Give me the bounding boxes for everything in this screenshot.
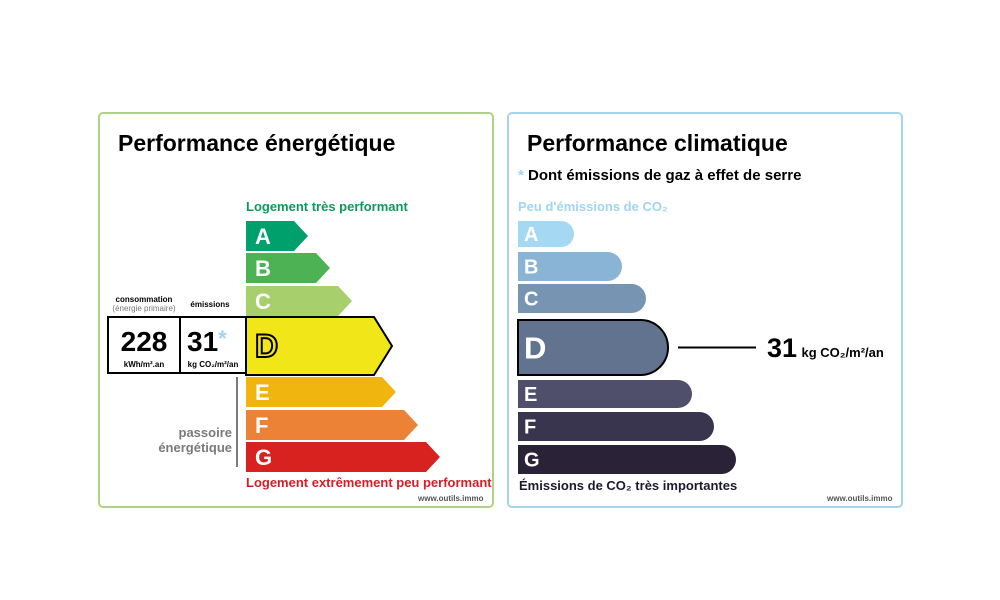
- climate-bar-label-g: G: [524, 450, 540, 472]
- passoire-line1: passoire: [178, 425, 232, 440]
- consumption-box: 228 kWh/m².an: [107, 316, 181, 374]
- energy-top-label: Logement très performant: [246, 199, 408, 214]
- climate-note-star: *: [518, 167, 524, 184]
- climate-panel-title: Performance climatique: [527, 130, 788, 156]
- climate-bar-label-e: E: [524, 384, 537, 406]
- energy-bar-c: [246, 286, 352, 316]
- consumption-unit: kWh/m².an: [123, 360, 165, 369]
- climate-bar-c: [518, 284, 646, 313]
- passoire-bracket: [236, 377, 238, 467]
- energy-bar-label-f: F: [255, 413, 268, 438]
- climate-note: * Dont émissions de gaz à effet de serre: [518, 167, 801, 184]
- climate-bar-b: [518, 252, 622, 281]
- energy-bottom-label: Logement extrêmement peu performant: [246, 475, 492, 490]
- energy-bar-label-c: C: [255, 289, 271, 314]
- emissions-label: émissions: [190, 300, 230, 309]
- energy-performance-panel: Performance énergétique Logement très pe…: [98, 112, 494, 508]
- energy-bar-label-e: E: [255, 380, 270, 405]
- climate-bar-label-b: B: [524, 257, 538, 279]
- energy-bar-label-g: G: [255, 445, 272, 470]
- emissions-unit: kg CO₂/m²/an: [187, 360, 239, 369]
- climate-result: 31 kg CO₂/m²/an: [767, 333, 884, 364]
- climate-top-label: Peu d'émissions de CO₂: [518, 199, 668, 214]
- climate-bar-g: [518, 445, 736, 474]
- consumption-sublabel: (énergie primaire): [112, 304, 176, 313]
- emissions-star: *: [218, 326, 227, 351]
- energy-bar-label-a: A: [255, 224, 271, 249]
- climate-credit: www.outils.immo: [827, 494, 893, 503]
- consumption-value: 228: [120, 326, 168, 357]
- emissions-value-wrap: 31*: [187, 326, 227, 358]
- climate-bar-label-d: D: [524, 331, 546, 366]
- climate-bar-f: [518, 412, 714, 441]
- climate-performance-panel: Performance climatique * Dont émissions …: [507, 112, 903, 508]
- energy-bar-label-b: B: [255, 256, 271, 281]
- energy-bar-g: [246, 442, 440, 472]
- climate-bar-label-f: F: [524, 417, 536, 439]
- emissions-box: 31* kg CO₂/m²/an: [179, 316, 247, 374]
- climate-note-text: Dont émissions de gaz à effet de serre: [528, 167, 802, 184]
- energy-bar-f: [246, 410, 418, 440]
- climate-bar-e: [518, 380, 692, 408]
- consumption-label: consommation: [115, 295, 173, 304]
- climate-bar-label-a: A: [524, 224, 538, 246]
- energy-bar-a: [246, 221, 308, 251]
- climate-bar-label-c: C: [524, 289, 538, 311]
- energy-bar-label-d: D: [255, 328, 278, 364]
- climate-bottom-label: Émissions de CO₂ très importantes: [519, 478, 738, 493]
- energy-credit: www.outils.immo: [418, 494, 484, 503]
- emissions-value: 31: [187, 326, 219, 357]
- energy-bar-e: [246, 377, 396, 407]
- climate-bar-a: [518, 221, 574, 247]
- energy-panel-title: Performance énergétique: [118, 130, 396, 156]
- passoire-line2: énergétique: [158, 440, 232, 455]
- climate-bar-d: [517, 319, 669, 376]
- climate-result-unit: kg CO₂/m²/an: [801, 345, 884, 360]
- energy-bar-b: [246, 253, 330, 283]
- energy-bar-d: [245, 316, 394, 376]
- climate-result-value: 31: [767, 333, 798, 363]
